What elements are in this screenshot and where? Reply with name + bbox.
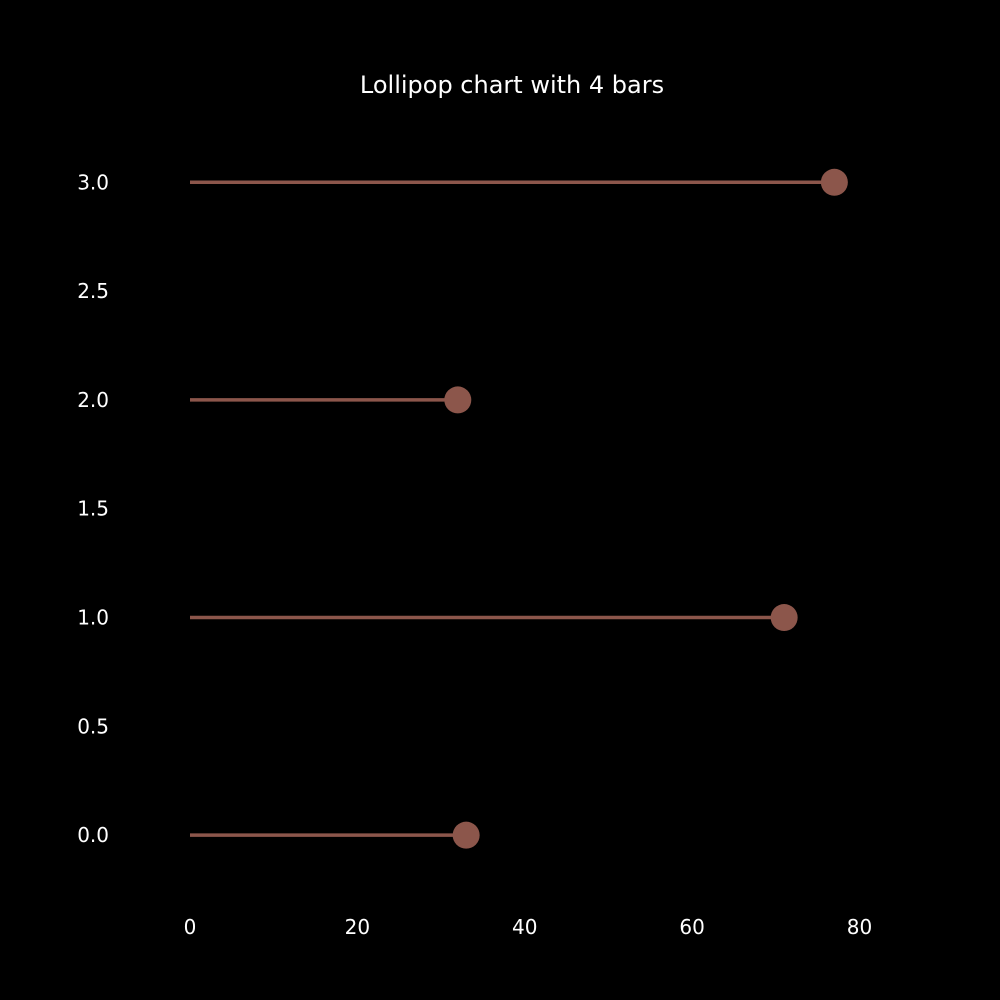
x-tick-label: 20 <box>345 915 370 939</box>
lollipop-head <box>444 386 472 414</box>
y-tick-label: 1.0 <box>77 606 109 630</box>
lollipop-head <box>452 821 480 849</box>
lollipop-head <box>820 168 848 196</box>
y-tick-label: 1.5 <box>77 497 109 521</box>
y-tick-label: 3.0 <box>77 170 109 194</box>
y-tick-label: 2.0 <box>77 388 109 412</box>
y-tick-label: 0.5 <box>77 714 109 738</box>
lollipop-marks <box>190 168 848 849</box>
x-tick-label: 80 <box>847 915 872 939</box>
lollipop-head <box>770 604 798 632</box>
chart-title: Lollipop chart with 4 bars <box>360 71 664 99</box>
y-axis-tick-labels: 0.0 0.5 1.0 1.5 2.0 2.5 3.0 <box>77 170 109 847</box>
x-tick-label: 40 <box>512 915 537 939</box>
x-tick-label: 60 <box>679 915 704 939</box>
y-tick-label: 2.5 <box>77 279 109 303</box>
x-tick-label: 0 <box>184 915 197 939</box>
x-axis-tick-labels: 0 20 40 60 80 <box>184 915 873 939</box>
y-tick-label: 0.0 <box>77 823 109 847</box>
